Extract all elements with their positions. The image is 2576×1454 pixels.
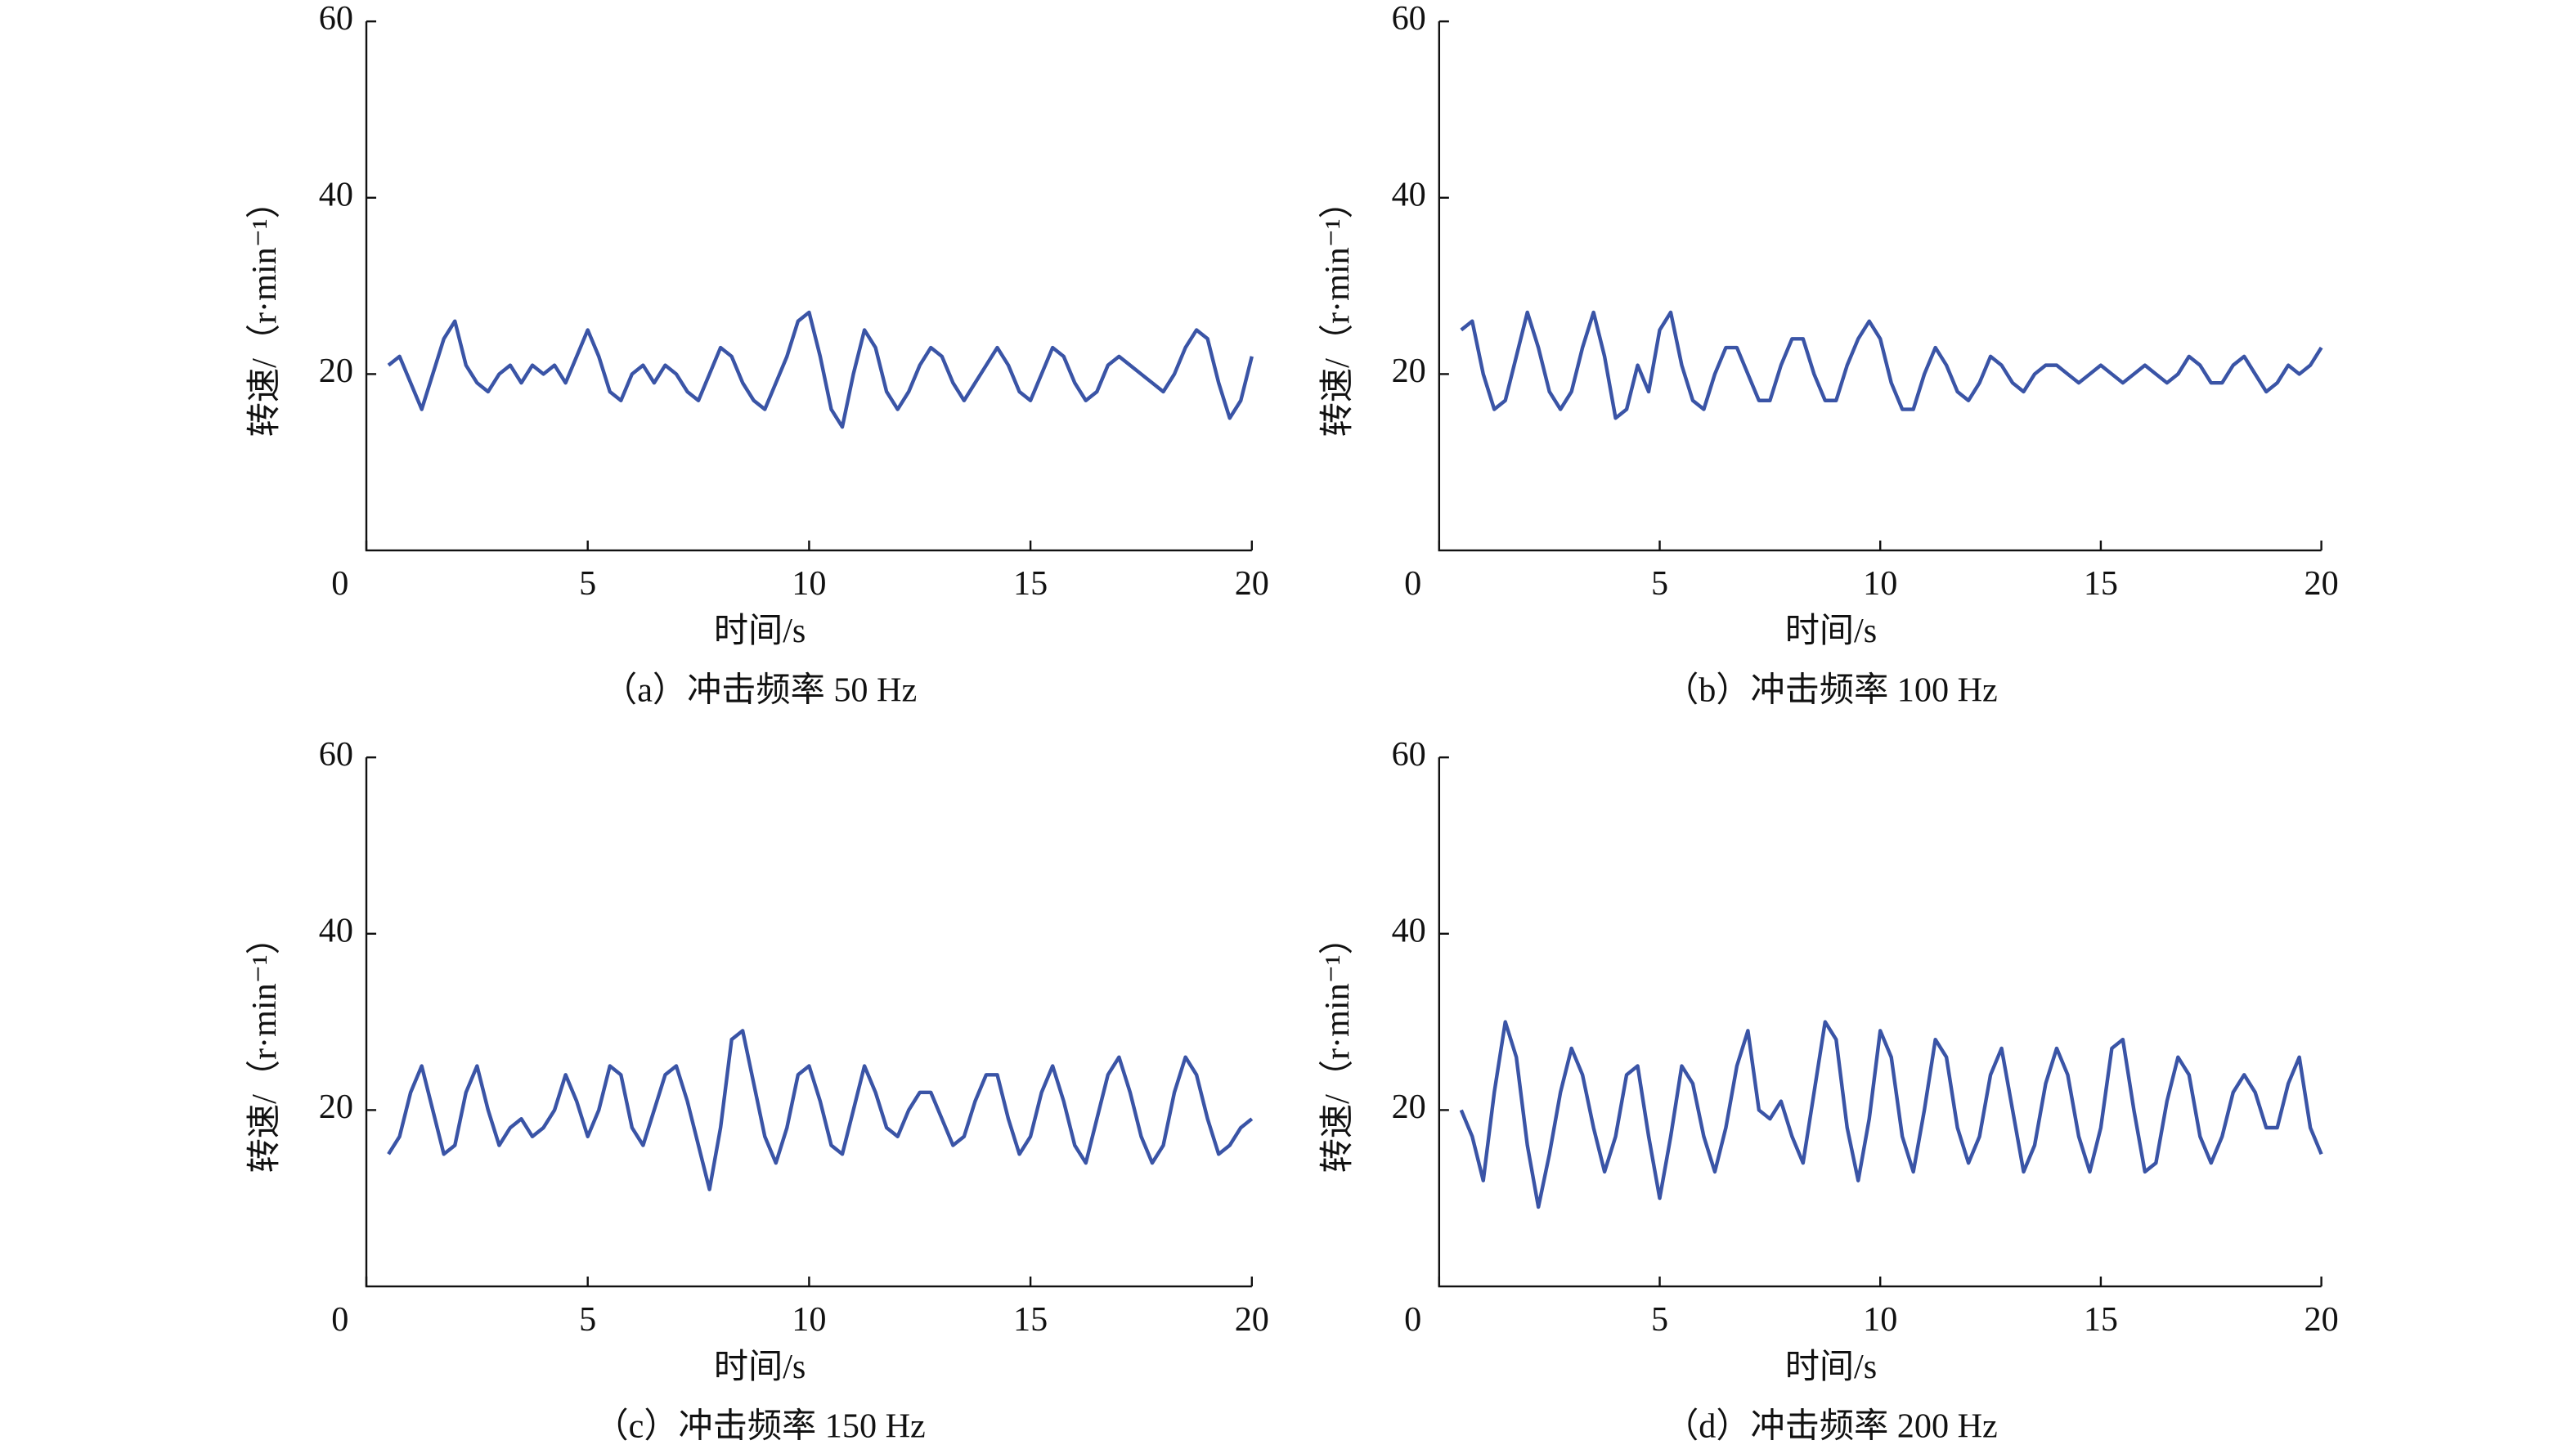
x-axis-label: 时间/s bbox=[1785, 612, 1877, 650]
y-axis-label: 转速/（r·min⁻¹） bbox=[245, 184, 284, 437]
data-line bbox=[1460, 310, 2323, 420]
caption: （a）冲击频率 50 Hz bbox=[603, 671, 917, 710]
y-tick-label: 40 bbox=[1392, 911, 1426, 949]
x-tick-label: 15 bbox=[1013, 1300, 1048, 1339]
y-tick-label: 60 bbox=[319, 0, 353, 38]
x-tick-label: 5 bbox=[1651, 564, 1668, 603]
y-axis-label: 转速/（r·min⁻¹） bbox=[1318, 184, 1357, 437]
x-tick-label: 0 bbox=[1404, 564, 1421, 603]
x-tick-label: 10 bbox=[1863, 564, 1897, 603]
y-tick-label: 20 bbox=[319, 352, 353, 390]
x-tick-label: 10 bbox=[792, 1300, 826, 1339]
x-tick-label: 5 bbox=[1651, 1300, 1668, 1339]
y-tick-label: 40 bbox=[1392, 175, 1426, 213]
axes bbox=[1438, 21, 2322, 552]
caption: （d）冲击频率 200 Hz bbox=[1664, 1407, 1998, 1446]
y-axis-label: 转速/（r·min⁻¹） bbox=[245, 920, 284, 1173]
axes bbox=[1438, 757, 2322, 1288]
x-tick-label: 0 bbox=[331, 1300, 348, 1339]
x-tick-label: 20 bbox=[1235, 564, 1269, 603]
caption: （b）冲击频率 100 Hz bbox=[1664, 671, 1998, 710]
x-tick-label: 5 bbox=[579, 564, 596, 603]
y-tick-label: 20 bbox=[1392, 1088, 1426, 1126]
data-line bbox=[387, 1029, 1254, 1191]
y-tick-label: 20 bbox=[1392, 352, 1426, 390]
x-tick-label: 10 bbox=[792, 564, 826, 603]
x-tick-label: 15 bbox=[2084, 564, 2118, 603]
y-tick-label: 60 bbox=[319, 735, 353, 774]
axes bbox=[365, 757, 1252, 1288]
x-tick-label: 10 bbox=[1863, 1300, 1897, 1339]
x-tick-label: 20 bbox=[2304, 1300, 2339, 1339]
x-tick-label: 5 bbox=[579, 1300, 596, 1339]
y-tick-label: 60 bbox=[1392, 735, 1426, 774]
x-tick-label: 0 bbox=[331, 564, 348, 603]
y-tick-label: 60 bbox=[1392, 0, 1426, 38]
axes bbox=[365, 21, 1252, 552]
x-axis-label: 时间/s bbox=[714, 612, 806, 650]
data-line bbox=[1459, 1020, 2323, 1209]
x-tick-label: 20 bbox=[1235, 1300, 1269, 1339]
x-tick-label: 20 bbox=[2304, 564, 2339, 603]
y-tick-label: 40 bbox=[319, 175, 353, 213]
data-line bbox=[387, 310, 1254, 429]
x-axis-label: 时间/s bbox=[714, 1348, 806, 1386]
x-axis-label: 时间/s bbox=[1785, 1348, 1877, 1386]
caption: （c）冲击频率 150 Hz bbox=[594, 1407, 925, 1446]
y-tick-label: 40 bbox=[319, 911, 353, 949]
x-tick-label: 15 bbox=[2084, 1300, 2118, 1339]
x-tick-label: 0 bbox=[1404, 1300, 1421, 1339]
y-tick-label: 20 bbox=[319, 1088, 353, 1126]
y-axis-label: 转速/（r·min⁻¹） bbox=[1318, 920, 1357, 1173]
x-tick-label: 15 bbox=[1013, 564, 1048, 603]
